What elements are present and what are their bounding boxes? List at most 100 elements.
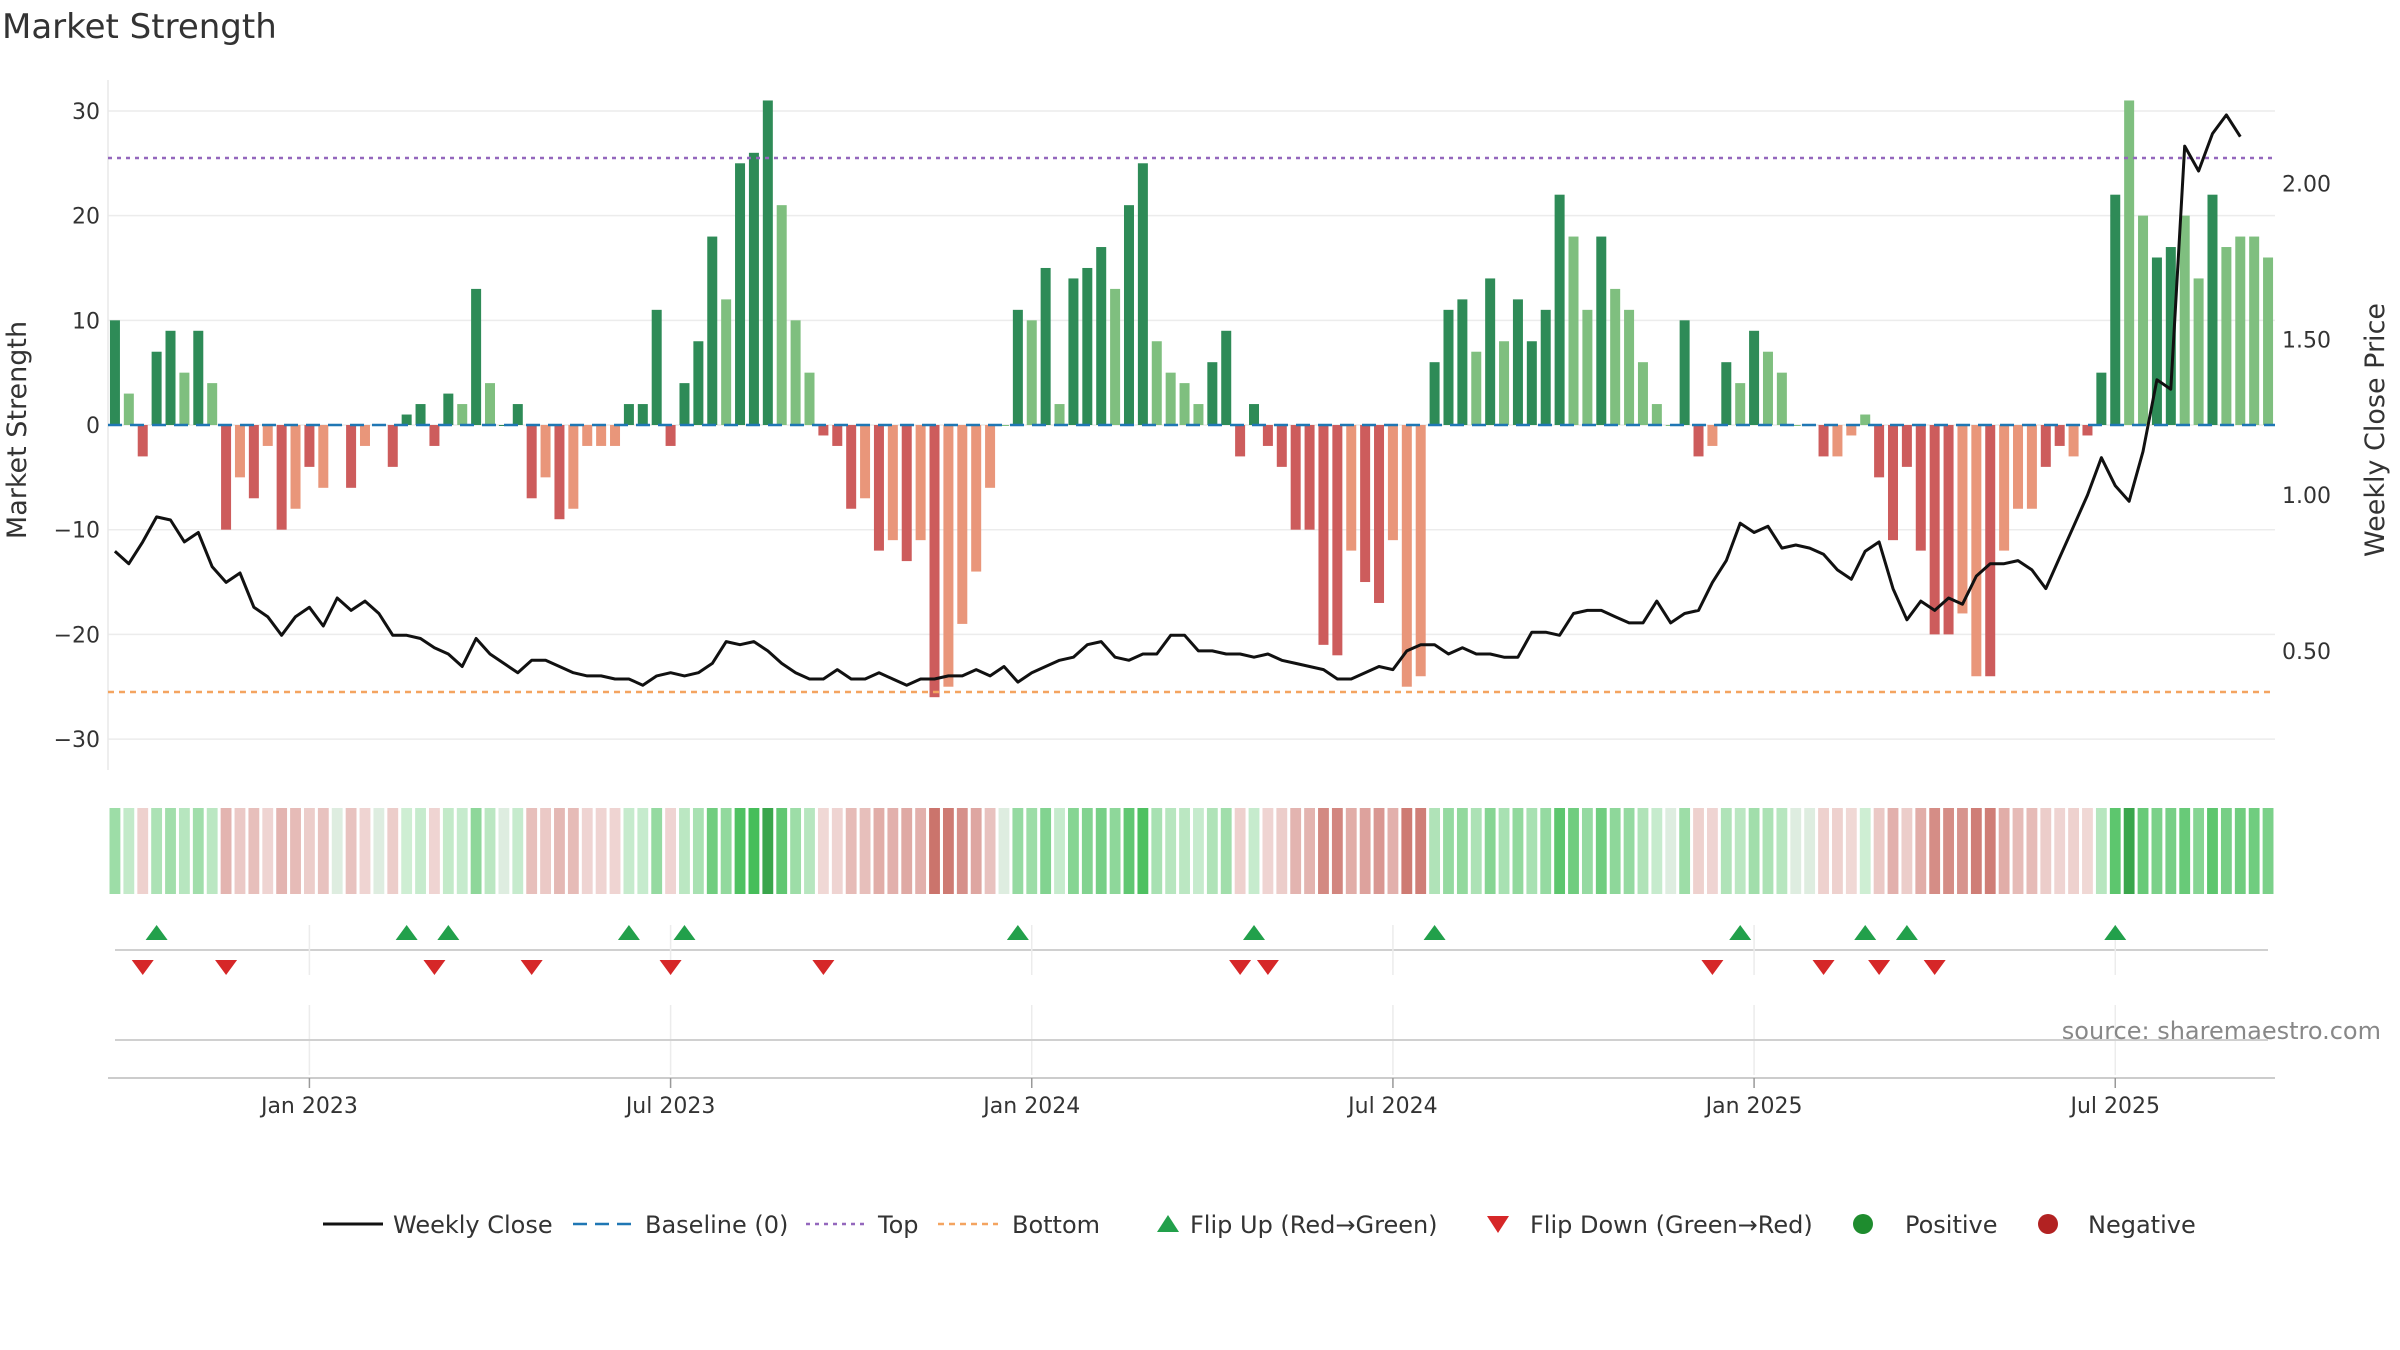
heat-cell <box>1915 808 1927 894</box>
strength-bar <box>1582 309 1593 425</box>
price-line <box>113 113 2242 687</box>
heat-cell <box>359 808 371 894</box>
strength-bar <box>165 330 176 425</box>
strength-bar <box>832 425 843 446</box>
heat-cell <box>1776 808 1788 894</box>
flip-up-marker <box>1243 925 1266 940</box>
heat-cell <box>429 808 440 894</box>
strength-bar <box>2054 425 2065 446</box>
flip-markers-panel <box>115 925 2268 975</box>
legend-label: Flip Up (Red→Green) <box>1190 1211 1438 1239</box>
heat-cell <box>1512 808 1524 894</box>
heat-cell <box>1845 808 1857 894</box>
heat-cell <box>1248 808 1260 894</box>
strength-bar <box>637 404 648 425</box>
strength-bar <box>1471 351 1482 425</box>
strength-bar <box>2124 100 2135 425</box>
heat-cell <box>165 808 176 894</box>
heat-cell <box>2165 808 2177 894</box>
strength-bar <box>1110 288 1121 425</box>
heat-cell <box>651 808 663 894</box>
heat-cell <box>984 808 996 894</box>
heat-cell <box>1304 808 1315 894</box>
weekly-close-line <box>113 113 2242 687</box>
heat-cell <box>1734 808 1746 894</box>
strength-bar <box>1054 404 1065 425</box>
heat-cell <box>2151 808 2163 894</box>
y-tick-label: −10 <box>54 519 100 544</box>
strength-bar <box>359 425 370 446</box>
strength-heat-strip <box>109 808 2274 894</box>
heat-cell <box>442 808 454 894</box>
y-axis-left: 30 20 10 0 −10 −20 −30 <box>54 100 100 753</box>
strength-bar <box>2193 278 2204 425</box>
strength-bar <box>623 404 634 425</box>
strength-bar <box>2013 425 2024 509</box>
flip-up-marker <box>2104 925 2127 940</box>
flip-down-marker <box>659 960 682 975</box>
strength-bar <box>498 425 509 426</box>
strength-bar <box>1832 425 1843 457</box>
strength-bar <box>679 383 690 425</box>
strength-bar <box>568 425 579 509</box>
strength-bar <box>1693 425 1704 457</box>
strength-bar <box>1596 236 1607 425</box>
heat-cell <box>206 808 218 894</box>
strength-bar <box>1165 372 1176 425</box>
strength-bar <box>221 425 232 530</box>
strength-bar <box>1776 372 1787 425</box>
strength-bar <box>2207 194 2218 425</box>
heat-cell <box>2248 808 2260 894</box>
strength-bar <box>1096 247 1107 425</box>
strength-bar <box>526 425 537 499</box>
heat-cell <box>1109 808 1121 894</box>
flip-down-marker <box>1256 960 1279 975</box>
y-tick-label: 10 <box>72 309 100 334</box>
strength-bar <box>2026 425 2037 509</box>
strength-bar <box>901 425 912 562</box>
x-tick-label: Jul 2023 <box>624 1094 716 1119</box>
strength-bar <box>1554 194 1565 425</box>
heat-cell <box>1651 808 1663 894</box>
heat-cell <box>1762 808 1774 894</box>
heat-cell <box>1706 808 1718 894</box>
heat-cell <box>776 808 788 894</box>
heat-cell <box>831 808 843 894</box>
heat-cell <box>845 808 857 894</box>
x-tick-label: Jan 2025 <box>1704 1094 1803 1119</box>
heat-cell <box>276 808 288 894</box>
heat-cell <box>2068 808 2079 894</box>
flip-down-marker <box>1812 960 1835 975</box>
heat-cell <box>540 808 551 894</box>
heat-cell <box>915 808 927 894</box>
strength-bar <box>1026 320 1037 425</box>
heat-cell <box>942 808 954 894</box>
heat-cell <box>373 808 385 894</box>
y2-tick-label: 1.00 <box>2282 484 2331 509</box>
strength-bar <box>1651 404 1662 425</box>
flip-up-marker <box>437 925 460 940</box>
heat-cell <box>1345 808 1357 894</box>
strength-bar <box>1540 309 1551 425</box>
heat-cell <box>1665 808 1677 894</box>
chart-title: Market Strength <box>2 7 277 47</box>
reference-lines <box>108 156 2275 694</box>
strength-bar <box>1943 425 1954 635</box>
heat-cell <box>484 808 496 894</box>
heat-cell <box>401 808 413 894</box>
strength-bar <box>943 425 954 687</box>
strength-bar <box>2110 194 2121 425</box>
strength-bars <box>109 100 2274 698</box>
strength-bar <box>207 383 218 425</box>
strength-bar <box>1512 299 1523 425</box>
strength-bar <box>2096 372 2107 425</box>
strength-bar <box>651 309 662 425</box>
heat-cell <box>1443 808 1454 894</box>
heat-cell <box>512 808 524 894</box>
strength-bar <box>457 404 468 425</box>
heat-cell <box>123 808 135 894</box>
strength-bar <box>1262 425 1273 446</box>
flip-down-marker <box>215 960 238 975</box>
flip-down-marker <box>1229 960 1252 975</box>
